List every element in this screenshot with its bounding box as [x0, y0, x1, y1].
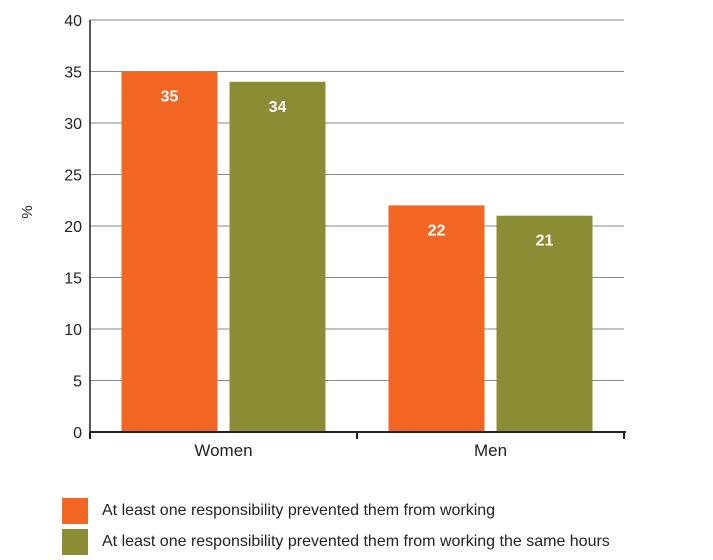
legend-swatch-series-1: [62, 498, 88, 524]
x-category-label: Women: [194, 441, 252, 460]
x-category-label: Men: [474, 441, 507, 460]
y-tick-label: 40: [64, 13, 82, 30]
legend-item-series-2: At least one responsibility prevented th…: [62, 529, 610, 555]
legend-swatch-series-2: [62, 529, 88, 555]
legend-label-series-2: At least one responsibility prevented th…: [102, 533, 610, 550]
y-tick-label: 0: [73, 425, 82, 442]
bar-women-series-2: [229, 81, 326, 433]
y-tick-label: 35: [64, 65, 82, 82]
y-tick-label: 20: [64, 219, 82, 236]
y-tick-label: 10: [64, 322, 82, 339]
bar-women-series-1: [121, 71, 218, 432]
y-axis-ticks: 0 5 10 15 20 25 30 35 40: [64, 13, 91, 442]
bar-men-series-1: [388, 205, 485, 432]
y-tick-label: 30: [64, 116, 82, 133]
data-label-men-series-1: 22: [428, 222, 446, 239]
data-label-women-series-1: 35: [161, 89, 179, 106]
y-tick-label: 25: [64, 168, 82, 185]
y-axis-title: %: [19, 205, 36, 218]
x-axis: Women Men: [89, 431, 626, 460]
y-tick-label: 15: [64, 271, 82, 288]
data-label-men-series-2: 21: [536, 233, 554, 250]
legend-item-series-1: At least one responsibility prevented th…: [62, 498, 610, 524]
legend: At least one responsibility prevented th…: [62, 498, 610, 560]
y-tick-label: 5: [73, 374, 82, 391]
bars: 35 34 22 21: [121, 71, 593, 433]
data-label-women-series-2: 34: [269, 99, 287, 116]
legend-label-series-1: At least one responsibility prevented th…: [102, 502, 496, 519]
bar-men-series-2: [496, 215, 593, 432]
